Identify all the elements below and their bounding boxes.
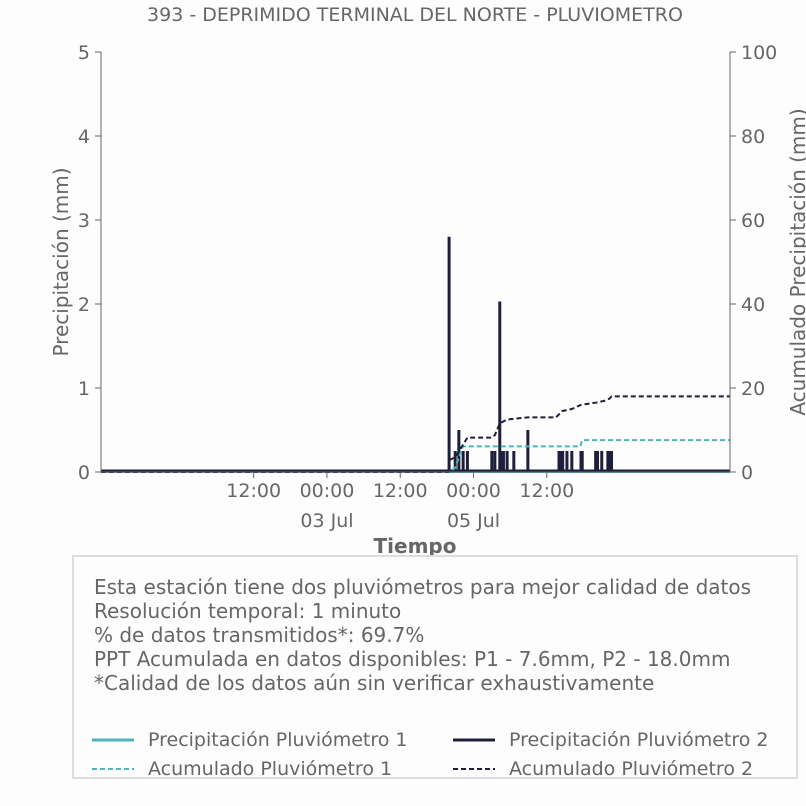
legend-item-precip-p1: Precipitación Pluviómetro 1 [92, 729, 408, 751]
cumulative-line [101, 439, 730, 473]
y-tick-label: 2 [78, 294, 90, 316]
info-line: *Calidad de los datos aún sin verificar … [94, 671, 655, 695]
plot-area [101, 236, 730, 473]
legend-swatch-dashed-navy [453, 768, 495, 770]
x-tick-date-label: 03 Jul [300, 510, 353, 532]
series-2 [101, 236, 730, 473]
x-tick-label: 00:00 [300, 480, 355, 502]
y-right-tick-label: 100 [741, 42, 777, 64]
legend-label: Precipitación Pluviómetro 2 [509, 729, 769, 751]
legend: Precipitación Pluviómetro 1 Precipitació… [92, 729, 792, 789]
y-axis-right-label: Acumulado Precipitación (mm) [786, 108, 806, 415]
y-right-tick-label: 0 [741, 462, 753, 484]
x-tick-date-label: 05 Jul [447, 510, 500, 532]
y-right-tick-label: 80 [741, 126, 765, 148]
y-tick-label: 5 [78, 42, 90, 64]
y-tick-label: 1 [78, 378, 90, 400]
legend-swatch-solid-navy [453, 738, 495, 742]
info-line: Resolución temporal: 1 minuto [94, 599, 402, 623]
series-4 [101, 395, 730, 473]
y-right-tick-label: 60 [741, 210, 765, 232]
x-tick-label: 12:00 [519, 480, 574, 502]
x-ticks: 12:00 00:00 03 Jul 12:00 00:00 05 Jul 12:00 [226, 472, 574, 532]
chart-title: 393 - DEPRIMIDO TERMINAL DEL NORTE - PLU… [147, 4, 683, 26]
legend-item-acum-p1: Acumulado Pluviómetro 1 [92, 758, 392, 780]
x-tick-label: 12:00 [373, 480, 428, 502]
y-tick-label: 3 [78, 210, 90, 232]
series-3 [101, 439, 730, 473]
y-tick-label: 4 [78, 126, 90, 148]
legend-label: Acumulado Pluviómetro 2 [509, 758, 754, 780]
y-right-tick-label: 20 [741, 378, 765, 400]
y-right-tick-label: 40 [741, 294, 765, 316]
y-axis-label: Precipitación (mm) [49, 167, 73, 356]
y-tick-label: 0 [78, 462, 90, 484]
info-lines: Esta estación tiene dos pluviómetros par… [94, 575, 751, 695]
legend-label: Precipitación Pluviómetro 1 [148, 729, 408, 751]
info-line: PPT Acumulada en datos disponibles: P1 -… [94, 647, 731, 671]
info-line: Esta estación tiene dos pluviómetros par… [94, 575, 752, 599]
legend-item-acum-p2: Acumulado Pluviómetro 2 [453, 758, 753, 780]
x-tick-label: 00:00 [446, 480, 501, 502]
legend-swatch-dashed-teal [92, 768, 134, 770]
legend-item-precip-p2: Precipitación Pluviómetro 2 [453, 729, 769, 751]
left-y-ticks: 0 1 2 3 4 5 [78, 42, 101, 484]
axes [100, 52, 731, 473]
right-y-ticks: 0 20 40 60 80 100 [730, 42, 777, 484]
legend-label: Acumulado Pluviómetro 1 [148, 758, 393, 780]
precipitation-chart: 393 - DEPRIMIDO TERMINAL DEL NORTE - PLU… [49, 4, 806, 558]
cumulative-line [101, 395, 730, 473]
x-tick-label: 12:00 [226, 480, 281, 502]
legend-swatch-solid-teal [92, 738, 134, 742]
info-box: Esta estación tiene dos pluviómetros par… [72, 555, 798, 780]
x-axis-label: Tiempo [374, 534, 457, 558]
info-line: % de datos transmitidos*: 69.7% [94, 623, 425, 647]
